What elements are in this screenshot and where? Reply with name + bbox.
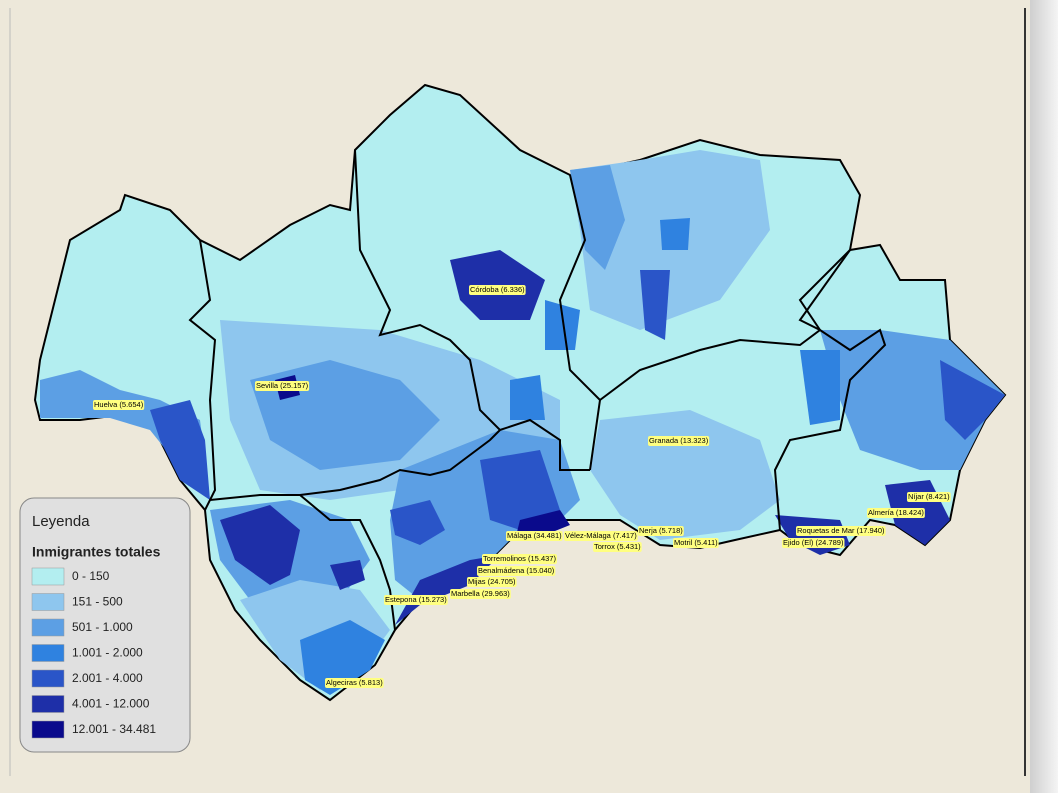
legend-label: 1.001 - 2.000 [72, 646, 143, 660]
legend-label: 12.001 - 34.481 [72, 722, 156, 736]
province-borders [188, 149, 887, 631]
label-background [867, 508, 925, 518]
label-background [325, 678, 384, 688]
place-label: Torrox (5.431) [594, 542, 641, 551]
place-label: Motril (5.411) [674, 538, 718, 547]
legend-label: 4.001 - 12.000 [72, 697, 150, 711]
area-shade [510, 375, 545, 420]
label-background [469, 285, 526, 295]
place-label: Ejido (El) (24.789) [783, 538, 844, 547]
place-label: Roquetas de Mar (17.940) [797, 526, 885, 535]
label-background [467, 577, 517, 587]
label-background [782, 538, 845, 548]
label-background [384, 595, 448, 605]
label-background [593, 542, 642, 552]
legend-swatch [31, 720, 65, 739]
place-label: Benalmádena (15.040) [478, 566, 555, 575]
legend-swatch [31, 618, 65, 637]
legend-items: 0 - 150 151 - 500 501 - 1.000 1.001 - 2.000… [31, 567, 156, 739]
area-shade [150, 400, 210, 500]
area-shade [390, 500, 445, 545]
legend-label: 501 - 1.000 [72, 620, 133, 634]
place-label: Mijas (24.705) [468, 577, 516, 586]
area-shade [640, 270, 670, 340]
label-background [564, 531, 638, 541]
side-strip [1030, 0, 1058, 793]
area-shade [220, 505, 300, 585]
label-background [482, 554, 557, 564]
legend-label: 0 - 150 [72, 569, 110, 583]
legend: Leyenda Inmigrantes totales 0 - 150 151 -… [19, 497, 191, 753]
place-label: Marbella (29.963) [451, 589, 510, 598]
legend-swatch [31, 695, 65, 713]
label-background [93, 400, 145, 410]
legend-title: Leyenda [32, 513, 90, 530]
area-shade [800, 350, 840, 425]
place-label: Torremolinos (15.437) [483, 554, 556, 563]
place-label: Níjar (8.421) [908, 492, 950, 501]
label-background [477, 566, 556, 576]
area-shade [330, 560, 365, 590]
legend-swatch [31, 593, 65, 611]
legend-label: 2.001 - 4.000 [72, 671, 143, 685]
label-background [673, 538, 719, 548]
label-background [796, 526, 886, 536]
area-shade [660, 218, 690, 250]
area-shade [570, 165, 625, 270]
label-background [506, 531, 563, 541]
place-label: Algeciras (5.813) [326, 678, 383, 687]
place-label: Sevilla (25.157) [256, 381, 309, 390]
legend-subtitle: Inmigrantes totales [32, 544, 161, 560]
place-label: Vélez-Málaga (7.417) [565, 531, 637, 540]
place-label: Almería (18.424) [868, 508, 924, 517]
label-background [450, 589, 511, 599]
area-shade [480, 450, 560, 530]
legend-box [19, 497, 191, 753]
place-label: Nerja (5.718) [639, 526, 683, 535]
place-label: Málaga (34.481) [507, 531, 562, 540]
label-background [638, 526, 684, 536]
area-shade [940, 360, 1005, 440]
area-shade [40, 370, 210, 500]
legend-label: 151 - 500 [72, 595, 123, 609]
area-shade [300, 620, 385, 695]
place-label: Estepona (15.273) [385, 595, 447, 604]
label-background [255, 381, 310, 391]
legend-swatch [31, 567, 65, 586]
area-shade [590, 410, 780, 540]
legend-swatch [31, 669, 65, 688]
place-labels: Córdoba (6.336) Sevilla (25.157) Huelva (5… [93, 285, 951, 688]
label-background [907, 492, 951, 502]
place-label: Granada (13.323) [649, 436, 709, 445]
area-shade [545, 300, 580, 350]
legend-swatch [31, 644, 65, 662]
place-label: Córdoba (6.336) [470, 285, 525, 294]
place-label: Huelva (5.654) [94, 400, 144, 409]
label-background [648, 436, 710, 446]
area-shade [395, 555, 500, 625]
region-map [33, 83, 1007, 702]
